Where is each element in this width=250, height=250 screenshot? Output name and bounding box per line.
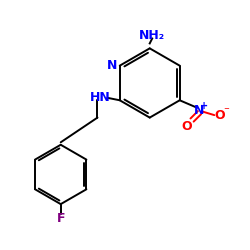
- Text: N: N: [107, 59, 118, 72]
- Text: F: F: [56, 212, 65, 226]
- Text: ⁻: ⁻: [224, 106, 230, 117]
- Text: HN: HN: [90, 91, 110, 104]
- Text: NH₂: NH₂: [139, 30, 165, 43]
- Text: O: O: [182, 120, 192, 133]
- Text: O: O: [214, 108, 224, 122]
- Text: +: +: [200, 102, 208, 112]
- Text: N: N: [194, 104, 205, 117]
